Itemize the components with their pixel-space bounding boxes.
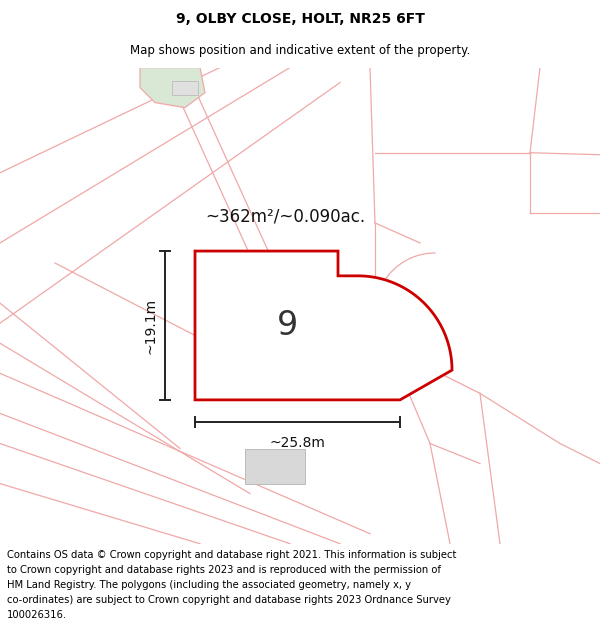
Text: 100026316.: 100026316. [7,611,67,621]
Polygon shape [140,68,205,108]
Text: HM Land Registry. The polygons (including the associated geometry, namely x, y: HM Land Registry. The polygons (includin… [7,580,411,590]
Text: 9: 9 [277,309,298,342]
Polygon shape [245,449,305,484]
Text: Map shows position and indicative extent of the property.: Map shows position and indicative extent… [130,44,470,57]
Text: co-ordinates) are subject to Crown copyright and database rights 2023 Ordnance S: co-ordinates) are subject to Crown copyr… [7,596,451,606]
Text: to Crown copyright and database rights 2023 and is reproduced with the permissio: to Crown copyright and database rights 2… [7,565,441,575]
Polygon shape [172,81,198,94]
Polygon shape [195,251,452,400]
Text: ~362m²/~0.090ac.: ~362m²/~0.090ac. [205,208,365,226]
Text: Contains OS data © Crown copyright and database right 2021. This information is : Contains OS data © Crown copyright and d… [7,550,457,560]
Text: 9, OLBY CLOSE, HOLT, NR25 6FT: 9, OLBY CLOSE, HOLT, NR25 6FT [176,12,424,26]
Text: ~25.8m: ~25.8m [269,436,325,450]
Text: ~19.1m: ~19.1m [143,298,157,354]
